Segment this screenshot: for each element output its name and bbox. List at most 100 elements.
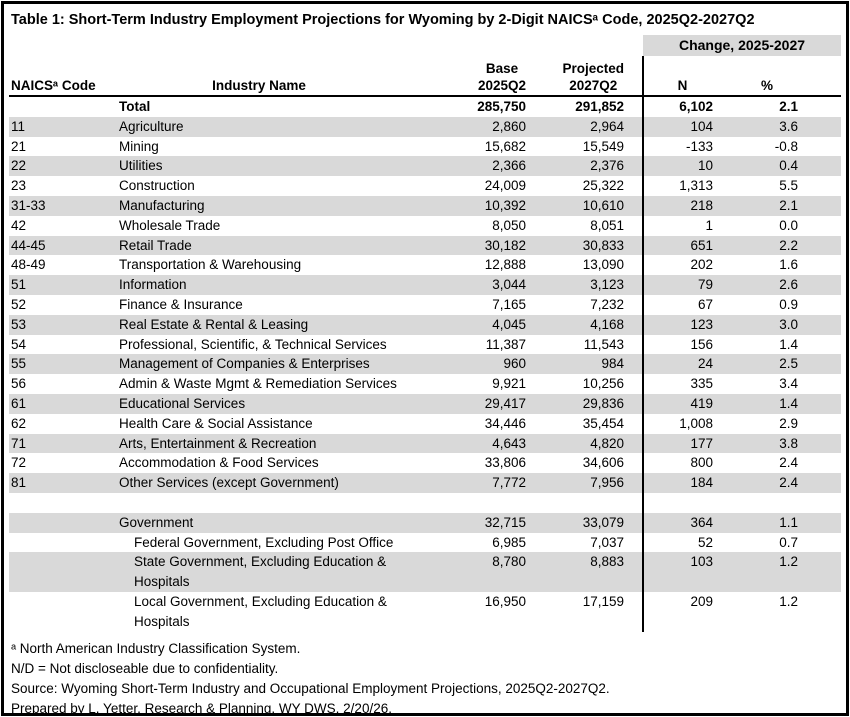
cell-n: 1,313 <box>642 176 721 196</box>
cell-projected: 4,168 <box>531 314 643 335</box>
cell-name: Admin & Waste Mgmt & Remediation Service… <box>119 376 397 392</box>
cell-base: 7,772 <box>409 473 531 493</box>
cell-base: 9,921 <box>492 376 526 392</box>
cell-code: 22 <box>9 156 109 177</box>
cell-name <box>109 493 409 513</box>
cell-code: 21 <box>11 138 27 154</box>
cell-code: 52 <box>11 296 27 312</box>
table-row: State Government, Excluding Education & … <box>9 552 842 592</box>
cell-base: 30,182 <box>409 235 531 256</box>
cell-base: 2,860 <box>409 116 531 137</box>
col-header-n: N <box>642 56 721 97</box>
table-row: 81 Other Services (except Government) 7,77… <box>9 473 842 493</box>
cell-code: 23 <box>11 178 27 194</box>
cell-pct: 2.5 <box>721 354 842 375</box>
employment-projections-table: Change, 2025-2027 NAICSᵃ Code Industry N… <box>9 35 842 632</box>
footnote-nd: N/D = Not discloseable due to confidenti… <box>11 660 279 676</box>
cell-code: 42 <box>11 217 27 233</box>
cell-name: Arts, Entertainment & Recreation <box>109 433 409 454</box>
cell-name: Real Estate & Rental & Leasing <box>109 314 409 335</box>
column-header-row: NAICSᵃ Code Industry Name Base 2025Q2 Pro… <box>9 56 842 97</box>
cell-n: 1 <box>642 215 721 236</box>
table-row: 56 Admin & Waste Mgmt & Remediation Servi… <box>9 374 841 394</box>
cell-pct: 1.1 <box>721 512 842 533</box>
cell-base: 4,045 <box>409 314 531 335</box>
cell-n: 104 <box>642 116 721 137</box>
cell-name: Construction <box>119 178 195 194</box>
cell-projected: 2,964 <box>531 116 643 137</box>
cell-pct: 0.4 <box>721 156 842 177</box>
cell-name: Agriculture <box>109 116 409 137</box>
col-header-naics: NAICSᵃ Code <box>9 56 109 97</box>
table-row: 22 Utilities 2,366 2,376 10 0.4 <box>9 156 842 177</box>
page-title: Table 1: Short-Term Industry Employment … <box>11 12 755 28</box>
cell-base: 285,750 <box>477 99 526 114</box>
cell-base: 10,392 <box>409 195 531 216</box>
cell-base: 7,165 <box>492 296 526 312</box>
col-header-projected: Projected 2027Q2 <box>531 56 643 97</box>
cell-base: 3,044 <box>409 275 531 295</box>
cell-name: Government <box>109 512 409 533</box>
cell-projected: 11,543 <box>583 336 624 352</box>
cell-n: 103 <box>642 552 721 592</box>
cell-pct: 2.1 <box>721 195 842 216</box>
cell-code: 61 <box>9 393 109 414</box>
cell-pct: 1.4 <box>721 393 842 414</box>
cell-n: 651 <box>642 235 721 256</box>
cell-code: 31-33 <box>9 195 109 216</box>
cell-projected: 35,454 <box>582 415 624 431</box>
table-row: 42 Wholesale Trade 8,050 8,051 1 0.0 <box>9 215 841 236</box>
cell-projected: 4,820 <box>531 433 643 454</box>
table-row: Federal Government, Excluding Post Offic… <box>9 532 841 553</box>
cell-base: 32,715 <box>409 512 531 533</box>
cell-code <box>9 512 109 533</box>
table-row: 61 Educational Services 29,417 29,836 419 1.4 <box>9 393 842 414</box>
col-header-base: Base 2025Q2 <box>409 56 531 97</box>
cell-n: 67 <box>642 294 721 315</box>
table-row: 31-33 Manufacturing 10,392 10,610 218 2.1 <box>9 195 842 216</box>
cell-n: 1,008 <box>642 413 721 434</box>
table-row: 11 Agriculture 2,860 2,964 104 3.6 <box>9 116 842 137</box>
cell-n: 123 <box>642 314 721 335</box>
cell-projected: 7,956 <box>531 473 643 493</box>
cell-pct: 1.6 <box>779 257 799 273</box>
col-header-pct: % <box>721 56 842 97</box>
cell-code: 72 <box>11 455 27 471</box>
cell-pct: 0.9 <box>779 296 799 312</box>
footnote-naics: ᵃ North American Industry Classification… <box>11 640 301 656</box>
cell-pct: 2.4 <box>779 455 799 471</box>
cell-code: 51 <box>9 275 109 295</box>
cell-projected: 291,852 <box>575 99 624 114</box>
cell-projected: 15,549 <box>582 138 624 154</box>
cell-n: 177 <box>642 433 721 454</box>
cell-n: 800 <box>642 453 721 474</box>
cell-name: Finance & Insurance <box>119 296 243 312</box>
table-row: Local Government, Excluding Education & … <box>9 591 841 632</box>
cell-projected: 10,256 <box>582 376 624 392</box>
cell-projected: 25,322 <box>582 178 624 194</box>
cell-n: 10 <box>642 156 721 177</box>
cell-n: 419 <box>642 393 721 414</box>
cell-name: Information <box>109 275 409 295</box>
cell-n: 364 <box>642 512 721 533</box>
cell-pct: 2.6 <box>721 275 842 295</box>
table-row: Total 285,750 291,852 6,102 2.1 <box>9 96 841 117</box>
cell-base: 16,950 <box>484 593 526 609</box>
cell-base: 960 <box>409 354 531 375</box>
cell-n: -133 <box>642 136 721 157</box>
footnote-source: Source: Wyoming Short-Term Industry and … <box>11 680 610 696</box>
cell-pct: 1.2 <box>779 593 799 609</box>
cell-code: 11 <box>9 116 109 137</box>
table-row: 55 Management of Companies & Enterprises 9… <box>9 354 842 375</box>
cell-name: Mining <box>119 138 159 154</box>
cell-n: 156 <box>642 334 721 355</box>
cell-pct <box>721 493 841 513</box>
cell-pct: 3.6 <box>721 116 842 137</box>
cell-code: 56 <box>11 376 27 392</box>
cell-code: 55 <box>9 354 109 375</box>
table-row: 52 Finance & Insurance 7,165 7,232 67 0.9 <box>9 294 841 315</box>
cell-pct: 3.8 <box>721 433 842 454</box>
cell-pct: 0.7 <box>779 534 799 550</box>
cell-n: 24 <box>642 354 721 375</box>
